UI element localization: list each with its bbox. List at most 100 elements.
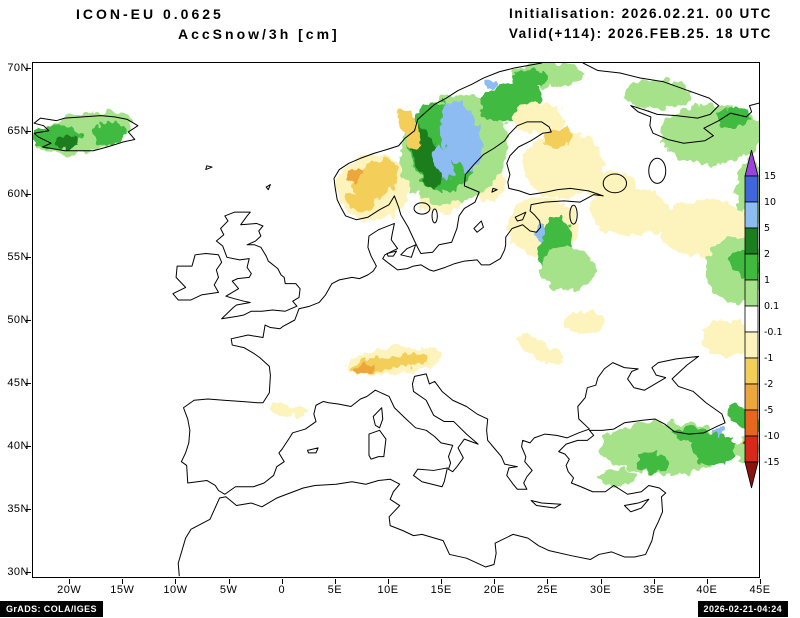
lat-axis-label: 30N <box>7 565 29 578</box>
initialisation-label: Initialisation: 2026.02.21. 00 UTC <box>509 6 772 21</box>
snow-region-nw-russia-green <box>717 106 750 127</box>
lon-axis-label: 5E <box>327 584 343 596</box>
lon-tick-mark <box>494 579 496 584</box>
lon-tick-mark <box>388 579 390 584</box>
lon-tick-mark <box>122 579 124 584</box>
model-title: ICON-EU 0.0625 <box>76 6 224 22</box>
colorbar-segment-1 <box>744 175 759 203</box>
lat-axis-label: 35N <box>7 502 29 515</box>
coastline-shetland <box>266 185 270 190</box>
snow-region-tromso-blue <box>482 78 498 89</box>
colorbar-segment-0 <box>744 149 759 177</box>
colorbar-level-label: 1 <box>764 275 770 286</box>
lon-axis-label: 10E <box>377 584 399 596</box>
snow-region-south-norway-amber-spot <box>347 168 364 181</box>
lon-tick-mark <box>706 579 708 584</box>
colorbar-segment-7 <box>744 331 759 359</box>
lon-axis-label: 15E <box>430 584 452 596</box>
lon-axis-label: 40E <box>696 584 718 596</box>
coastline-faroe <box>206 166 212 170</box>
lon-tick-mark <box>441 579 443 584</box>
coastline-mainland <box>178 63 725 576</box>
lake-vanern <box>414 203 430 214</box>
snow-region-carpathians-cream <box>516 334 563 366</box>
lon-axis-label: 10W <box>163 584 188 596</box>
lon-tick-mark <box>760 579 761 584</box>
coastline-ireland <box>173 254 222 300</box>
coastline-majorca <box>308 448 319 453</box>
lon-axis-label: 45E <box>749 584 771 596</box>
lon-axis-label: 15W <box>110 584 135 596</box>
snow-region-south-russia-cream <box>701 320 753 358</box>
lake-peipus <box>570 205 577 224</box>
grads-credit-stamp: GrADS: COLA/IGES <box>0 601 103 617</box>
europe-map <box>33 63 759 577</box>
colorbar-scale: 15 10 5 2 1 0.1 -0.1 -1 -2 -5 -10 -15 <box>744 149 783 489</box>
lat-axis-label: 65N <box>7 125 29 138</box>
snow-region-finland-cream <box>523 130 603 199</box>
colorbar-level-label: -10 <box>764 431 780 442</box>
timestamp-stamp: 2026-02-21-04:24 <box>697 601 788 617</box>
colorbar-level-label: -0.1 <box>764 327 783 338</box>
snow-region-iceland-green-east <box>91 121 126 145</box>
colorbar-segment-4 <box>744 253 759 281</box>
coastline-crete <box>531 501 561 509</box>
coastline-corsica <box>373 408 383 428</box>
snow-region-belarus-lightgreen <box>540 247 596 290</box>
lat-tick-mark <box>26 131 31 133</box>
snow-region-taurus-lightgreen <box>598 469 635 487</box>
map-frame <box>32 62 760 578</box>
lon-axis-label: 20W <box>57 584 82 596</box>
colorbar-level-label: -1 <box>764 353 773 364</box>
snow-region-ukraine-cream <box>563 311 605 334</box>
lat-tick-mark <box>26 194 31 196</box>
coastline-kola-white-sea <box>583 63 759 143</box>
lon-tick-mark <box>69 579 71 584</box>
colorbar-segment-9 <box>744 383 759 411</box>
lon-axis-label: 35E <box>643 584 665 596</box>
colorbar-segment-3 <box>744 227 759 255</box>
coastline-gotland <box>474 221 484 232</box>
colorbar-segment-5 <box>744 279 759 307</box>
lon-tick-mark <box>175 579 177 584</box>
lon-tick-mark <box>228 579 230 584</box>
snow-region-south-norway-gold-south <box>346 189 375 213</box>
coastline-zealand <box>401 245 416 258</box>
lat-axis-label: 40N <box>7 439 29 452</box>
coastline-saaremaa <box>515 212 526 221</box>
lat-tick-mark <box>26 445 31 447</box>
snow-region-novgorod-cream <box>589 188 670 237</box>
snow-region-alps-gold-east <box>398 353 429 365</box>
snow-region-iceland-dark-green <box>55 135 81 149</box>
snow-region-south-norway-gold <box>352 159 399 200</box>
colorbar-segment-2 <box>744 201 759 229</box>
colorbar-segment-12 <box>744 461 759 489</box>
lon-axis-label: 20E <box>483 584 505 596</box>
lat-axis-label: 70N <box>7 62 29 75</box>
snow-region-finnmark-green <box>509 69 549 87</box>
lon-axis-label: 30E <box>590 584 612 596</box>
lat-tick-mark <box>26 571 31 573</box>
lon-tick-mark <box>653 579 655 584</box>
lat-tick-mark <box>26 320 31 321</box>
snow-region-anatolia-green-mid <box>637 452 669 473</box>
coastline-aland <box>492 188 497 192</box>
variable-title: AccSnow/3h [cm] <box>178 26 340 42</box>
coastline-great-britain <box>216 212 300 319</box>
lat-axis-label: 45N <box>7 376 29 389</box>
lon-axis-label: 0 <box>278 584 286 596</box>
colorbar-level-label: 2 <box>764 249 770 260</box>
lon-axis-label: 25E <box>536 584 558 596</box>
snow-region-kola-lightgreen <box>624 79 693 110</box>
coastline-sicily <box>413 468 447 487</box>
colorbar-segment-11 <box>744 435 759 463</box>
lat-tick-mark <box>26 508 31 510</box>
colorbar-segment-8 <box>744 357 759 385</box>
lake-vattern <box>432 209 437 223</box>
coastline-cyprus <box>624 499 648 512</box>
lon-tick-mark <box>334 579 336 584</box>
lake-ladoga <box>603 174 626 193</box>
snow-region-ladoga-cream <box>585 172 637 200</box>
colorbar-level-label: -5 <box>764 405 773 416</box>
